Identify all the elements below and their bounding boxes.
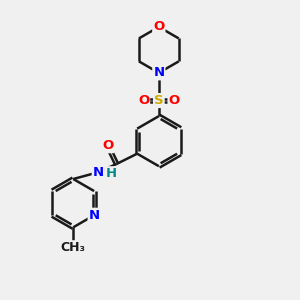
Text: O: O bbox=[138, 94, 149, 107]
Text: O: O bbox=[102, 139, 113, 152]
Text: N: N bbox=[93, 166, 104, 179]
Text: N: N bbox=[88, 209, 100, 222]
Text: S: S bbox=[154, 94, 164, 107]
Text: N: N bbox=[153, 66, 164, 80]
Text: CH₃: CH₃ bbox=[61, 241, 86, 254]
Text: H: H bbox=[106, 167, 117, 180]
Text: O: O bbox=[153, 20, 164, 33]
Text: O: O bbox=[169, 94, 180, 107]
